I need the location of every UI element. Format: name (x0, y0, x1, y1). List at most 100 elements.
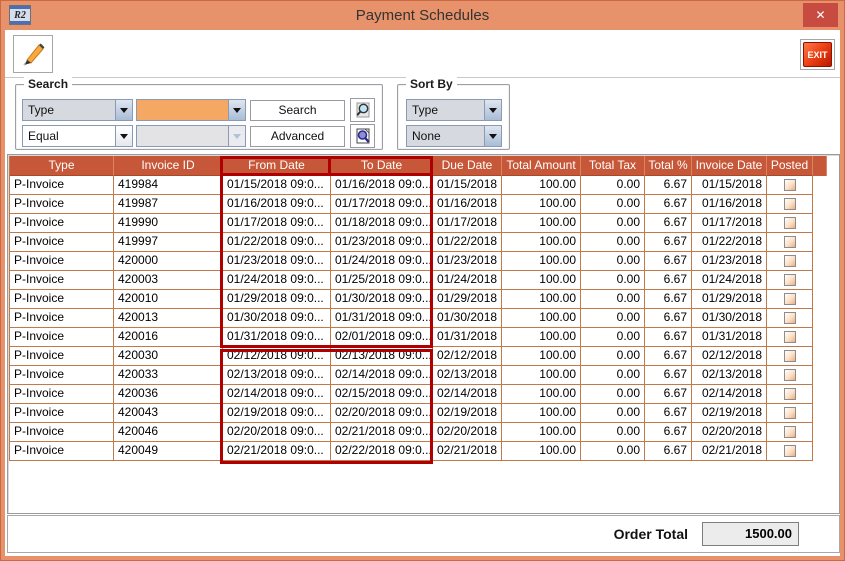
chevron-down-icon[interactable] (115, 126, 132, 146)
cell-total-tax: 0.00 (581, 195, 645, 214)
table-row[interactable]: P-Invoice 420046 02/20/2018 09:0... 02/2… (9, 423, 829, 442)
posted-checkbox[interactable] (784, 350, 796, 362)
advanced-button[interactable]: Advanced (250, 126, 345, 147)
cell-type: P-Invoice (10, 385, 114, 404)
table-row[interactable]: P-Invoice 420013 01/30/2018 09:0... 01/3… (9, 309, 829, 328)
cell-total-tax: 0.00 (581, 442, 645, 461)
posted-checkbox[interactable] (784, 369, 796, 381)
chevron-down-icon[interactable] (484, 126, 501, 146)
table-row[interactable]: P-Invoice 420049 02/21/2018 09:0... 02/2… (9, 442, 829, 461)
column-header-due-date[interactable]: Due Date (433, 156, 502, 176)
posted-checkbox[interactable] (784, 274, 796, 286)
close-button[interactable]: ✕ (803, 3, 838, 27)
cell-total-tax: 0.00 (581, 233, 645, 252)
cell-due-date: 01/22/2018 (433, 233, 502, 252)
cell-posted (767, 271, 813, 290)
search-value-combo[interactable] (136, 99, 246, 121)
column-header-to-date[interactable]: To Date (331, 156, 433, 176)
cell-total-amount: 100.00 (502, 195, 581, 214)
table-row[interactable]: P-Invoice 420033 02/13/2018 09:0... 02/1… (9, 366, 829, 385)
cell-due-date: 01/29/2018 (433, 290, 502, 309)
cell-total-tax: 0.00 (581, 423, 645, 442)
cell-to-date: 01/25/2018 09:0... (331, 271, 433, 290)
posted-checkbox[interactable] (784, 312, 796, 324)
column-header-total-pct[interactable]: Total % (645, 156, 692, 176)
cell-from-date: 01/24/2018 09:0... (223, 271, 331, 290)
cell-total-tax: 0.00 (581, 385, 645, 404)
column-header-invoice-date[interactable]: Invoice Date (692, 156, 767, 176)
cell-type: P-Invoice (10, 233, 114, 252)
table-row[interactable]: P-Invoice 420003 01/24/2018 09:0... 01/2… (9, 271, 829, 290)
cell-invoice-id: 420046 (114, 423, 223, 442)
posted-checkbox[interactable] (784, 179, 796, 191)
posted-checkbox[interactable] (784, 388, 796, 400)
exit-button[interactable]: EXIT (800, 39, 835, 70)
cell-total-pct: 6.67 (645, 233, 692, 252)
window-title: Payment Schedules (1, 1, 844, 30)
cell-from-date: 02/13/2018 09:0... (223, 366, 331, 385)
table-row[interactable]: P-Invoice 419997 01/22/2018 09:0... 01/2… (9, 233, 829, 252)
cell-to-date: 01/16/2018 09:0... (331, 176, 433, 195)
table-row[interactable]: P-Invoice 420000 01/23/2018 09:0... 01/2… (9, 252, 829, 271)
column-header-type[interactable]: Type (10, 156, 114, 176)
column-header-total-tax[interactable]: Total Tax (581, 156, 645, 176)
chevron-down-icon[interactable] (484, 100, 501, 120)
advanced-search-button[interactable] (350, 124, 375, 148)
cell-posted (767, 328, 813, 347)
table-row[interactable]: P-Invoice 419990 01/17/2018 09:0... 01/1… (9, 214, 829, 233)
cell-invoice-date: 01/22/2018 (692, 233, 767, 252)
cell-invoice-date: 01/31/2018 (692, 328, 767, 347)
cell-total-amount: 100.00 (502, 404, 581, 423)
cell-due-date: 02/19/2018 (433, 404, 502, 423)
table-row[interactable]: P-Invoice 419987 01/16/2018 09:0... 01/1… (9, 195, 829, 214)
pencil-icon (19, 40, 47, 68)
cell-to-date: 02/01/2018 09:0... (331, 328, 433, 347)
posted-checkbox[interactable] (784, 217, 796, 229)
search-button[interactable]: Search (250, 100, 345, 121)
posted-checkbox[interactable] (784, 236, 796, 248)
table-row[interactable]: P-Invoice 420036 02/14/2018 09:0... 02/1… (9, 385, 829, 404)
search-field-combo[interactable]: Type (22, 99, 133, 121)
cell-type: P-Invoice (10, 309, 114, 328)
column-header-filler (813, 156, 827, 176)
table-row[interactable]: P-Invoice 420030 02/12/2018 09:0... 02/1… (9, 347, 829, 366)
chevron-down-icon[interactable] (115, 100, 132, 120)
search-lookup-button[interactable] (350, 98, 375, 122)
cell-type: P-Invoice (10, 214, 114, 233)
sort-primary-value: Type (407, 100, 484, 120)
posted-checkbox[interactable] (784, 255, 796, 267)
column-header-invoice-id[interactable]: Invoice ID (114, 156, 223, 176)
sort-secondary-combo[interactable]: None (406, 125, 502, 147)
cell-invoice-id: 420003 (114, 271, 223, 290)
table-row[interactable]: P-Invoice 420010 01/29/2018 09:0... 01/3… (9, 290, 829, 309)
cell-total-amount: 100.00 (502, 214, 581, 233)
close-icon: ✕ (815, 8, 825, 22)
cell-invoice-date: 01/29/2018 (692, 290, 767, 309)
cell-posted (767, 423, 813, 442)
cell-from-date: 01/22/2018 09:0... (223, 233, 331, 252)
posted-checkbox[interactable] (784, 198, 796, 210)
table-row[interactable]: P-Invoice 420016 01/31/2018 09:0... 02/0… (9, 328, 829, 347)
document-magnifier-icon (354, 127, 372, 145)
table-row[interactable]: P-Invoice 420043 02/19/2018 09:0... 02/2… (9, 404, 829, 423)
sort-primary-combo[interactable]: Type (406, 99, 502, 121)
posted-checkbox[interactable] (784, 407, 796, 419)
edit-button[interactable] (13, 35, 53, 73)
titlebar: R2 Payment Schedules ✕ (1, 1, 844, 30)
chevron-down-icon[interactable] (228, 100, 245, 120)
posted-checkbox[interactable] (784, 426, 796, 438)
operator-combo[interactable]: Equal (22, 125, 133, 147)
posted-checkbox[interactable] (784, 331, 796, 343)
cell-to-date: 02/22/2018 09:0... (331, 442, 433, 461)
column-header-posted[interactable]: Posted (767, 156, 813, 176)
search-group-label: Search (24, 77, 72, 91)
cell-total-pct: 6.67 (645, 423, 692, 442)
posted-checkbox[interactable] (784, 445, 796, 457)
column-header-from-date[interactable]: From Date (223, 156, 331, 176)
cell-total-pct: 6.67 (645, 385, 692, 404)
exit-icon: EXIT (803, 42, 832, 67)
cell-invoice-id: 419987 (114, 195, 223, 214)
posted-checkbox[interactable] (784, 293, 796, 305)
table-row[interactable]: P-Invoice 419984 01/15/2018 09:0... 01/1… (9, 176, 829, 195)
column-header-total-amount[interactable]: Total Amount (502, 156, 581, 176)
